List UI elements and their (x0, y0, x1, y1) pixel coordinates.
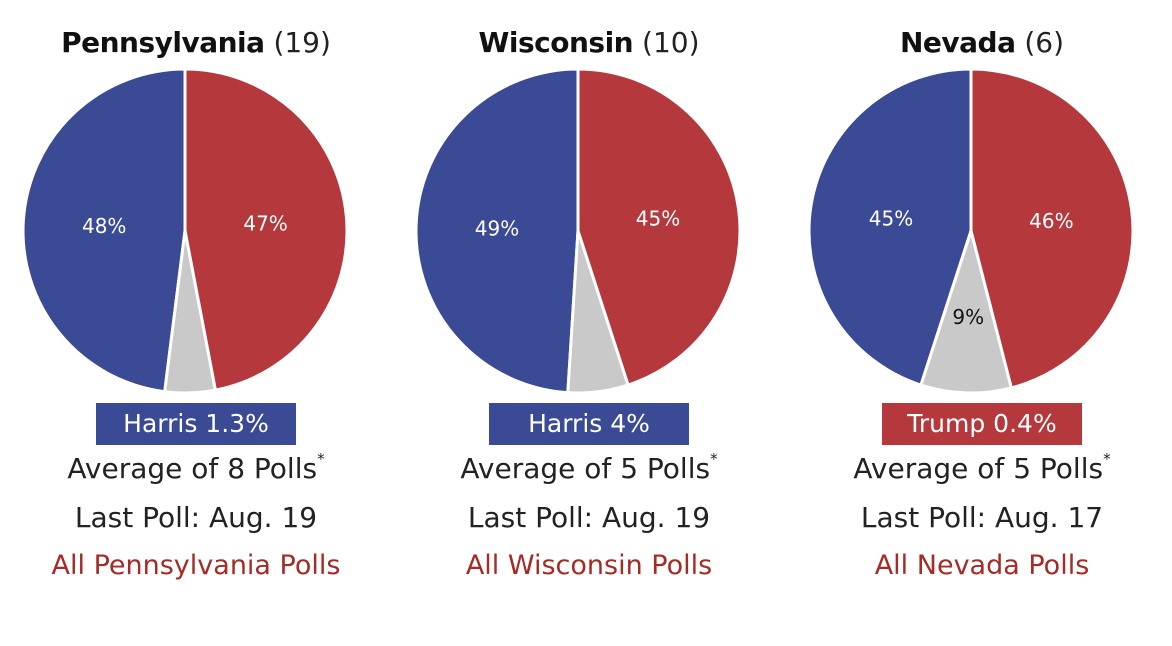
data-label-harris: 45% (869, 206, 913, 230)
pie-slice-trump (183, 67, 349, 392)
all-polls-link[interactable]: All Wisconsin Polls (465, 550, 713, 581)
data-label-harris: 49% (475, 217, 519, 241)
electoral-votes: (6) (1024, 26, 1065, 59)
poll-average-text: Average of 5 Polls (460, 452, 711, 485)
wisconsin-panel: Wisconsin (10) 49% 45% Harris 4% Average … (393, 0, 785, 646)
state-name: Wisconsin (478, 26, 634, 59)
pie-slice-undecided (919, 229, 1013, 395)
poll-average-text: Average of 5 Polls (853, 452, 1104, 485)
wisconsin-pie-chart: 49% 45% (414, 67, 742, 395)
last-poll-date: Last Poll: Aug. 17 (860, 501, 1104, 534)
leader-badge: Harris 4% (489, 403, 689, 445)
data-label-trump: 47% (243, 211, 287, 235)
electoral-votes: (19) (273, 26, 331, 59)
footnote-mark: * (710, 450, 718, 468)
nevada-pie-chart: 45% 46% 9% (807, 67, 1135, 395)
pie-slice-trump (576, 67, 742, 387)
last-poll-date: Last Poll: Aug. 19 (467, 501, 711, 534)
data-label-trump: 45% (636, 206, 680, 230)
pie-slice-undecided (163, 229, 217, 395)
footnote-mark: * (317, 450, 325, 468)
data-label-undecided: 9% (952, 305, 984, 329)
poll-average: Average of 5 Polls* (786, 450, 1172, 485)
all-polls-link[interactable]: All Nevada Polls (874, 550, 1090, 581)
nevada-panel: Nevada (6) 45% 46% 9% Trump 0.4% Average o… (786, 0, 1172, 646)
pennsylvania-pie-chart: 48% 47% (21, 67, 349, 395)
poll-average: Average of 8 Polls* (0, 450, 392, 485)
pie-slice-harris (807, 67, 973, 387)
pie-slice-harris (414, 67, 580, 395)
all-polls-link[interactable]: All Pennsylvania Polls (51, 550, 341, 581)
chart-title: Wisconsin (10) (393, 26, 785, 59)
chart-title: Pennsylvania (19) (0, 26, 392, 59)
poll-average: Average of 5 Polls* (393, 450, 785, 485)
footnote-mark: * (1103, 450, 1111, 468)
data-label-trump: 46% (1029, 209, 1073, 233)
electoral-votes: (10) (642, 26, 700, 59)
chart-title: Nevada (6) (786, 26, 1172, 59)
last-poll-date: Last Poll: Aug. 19 (74, 501, 318, 534)
data-label-harris: 48% (82, 214, 126, 238)
state-name: Nevada (899, 26, 1016, 59)
leader-badge: Trump 0.4% (882, 403, 1082, 445)
pie-slice-harris (21, 67, 187, 394)
state-name: Pennsylvania (61, 26, 265, 59)
pennsylvania-panel: Pennsylvania (19) 48% 47% Harris 1.3% Ave… (0, 0, 392, 646)
pie-slice-undecided (566, 229, 630, 395)
leader-badge: Harris 1.3% (96, 403, 296, 445)
pie-slice-trump (969, 67, 1135, 390)
poll-average-text: Average of 8 Polls (67, 452, 318, 485)
